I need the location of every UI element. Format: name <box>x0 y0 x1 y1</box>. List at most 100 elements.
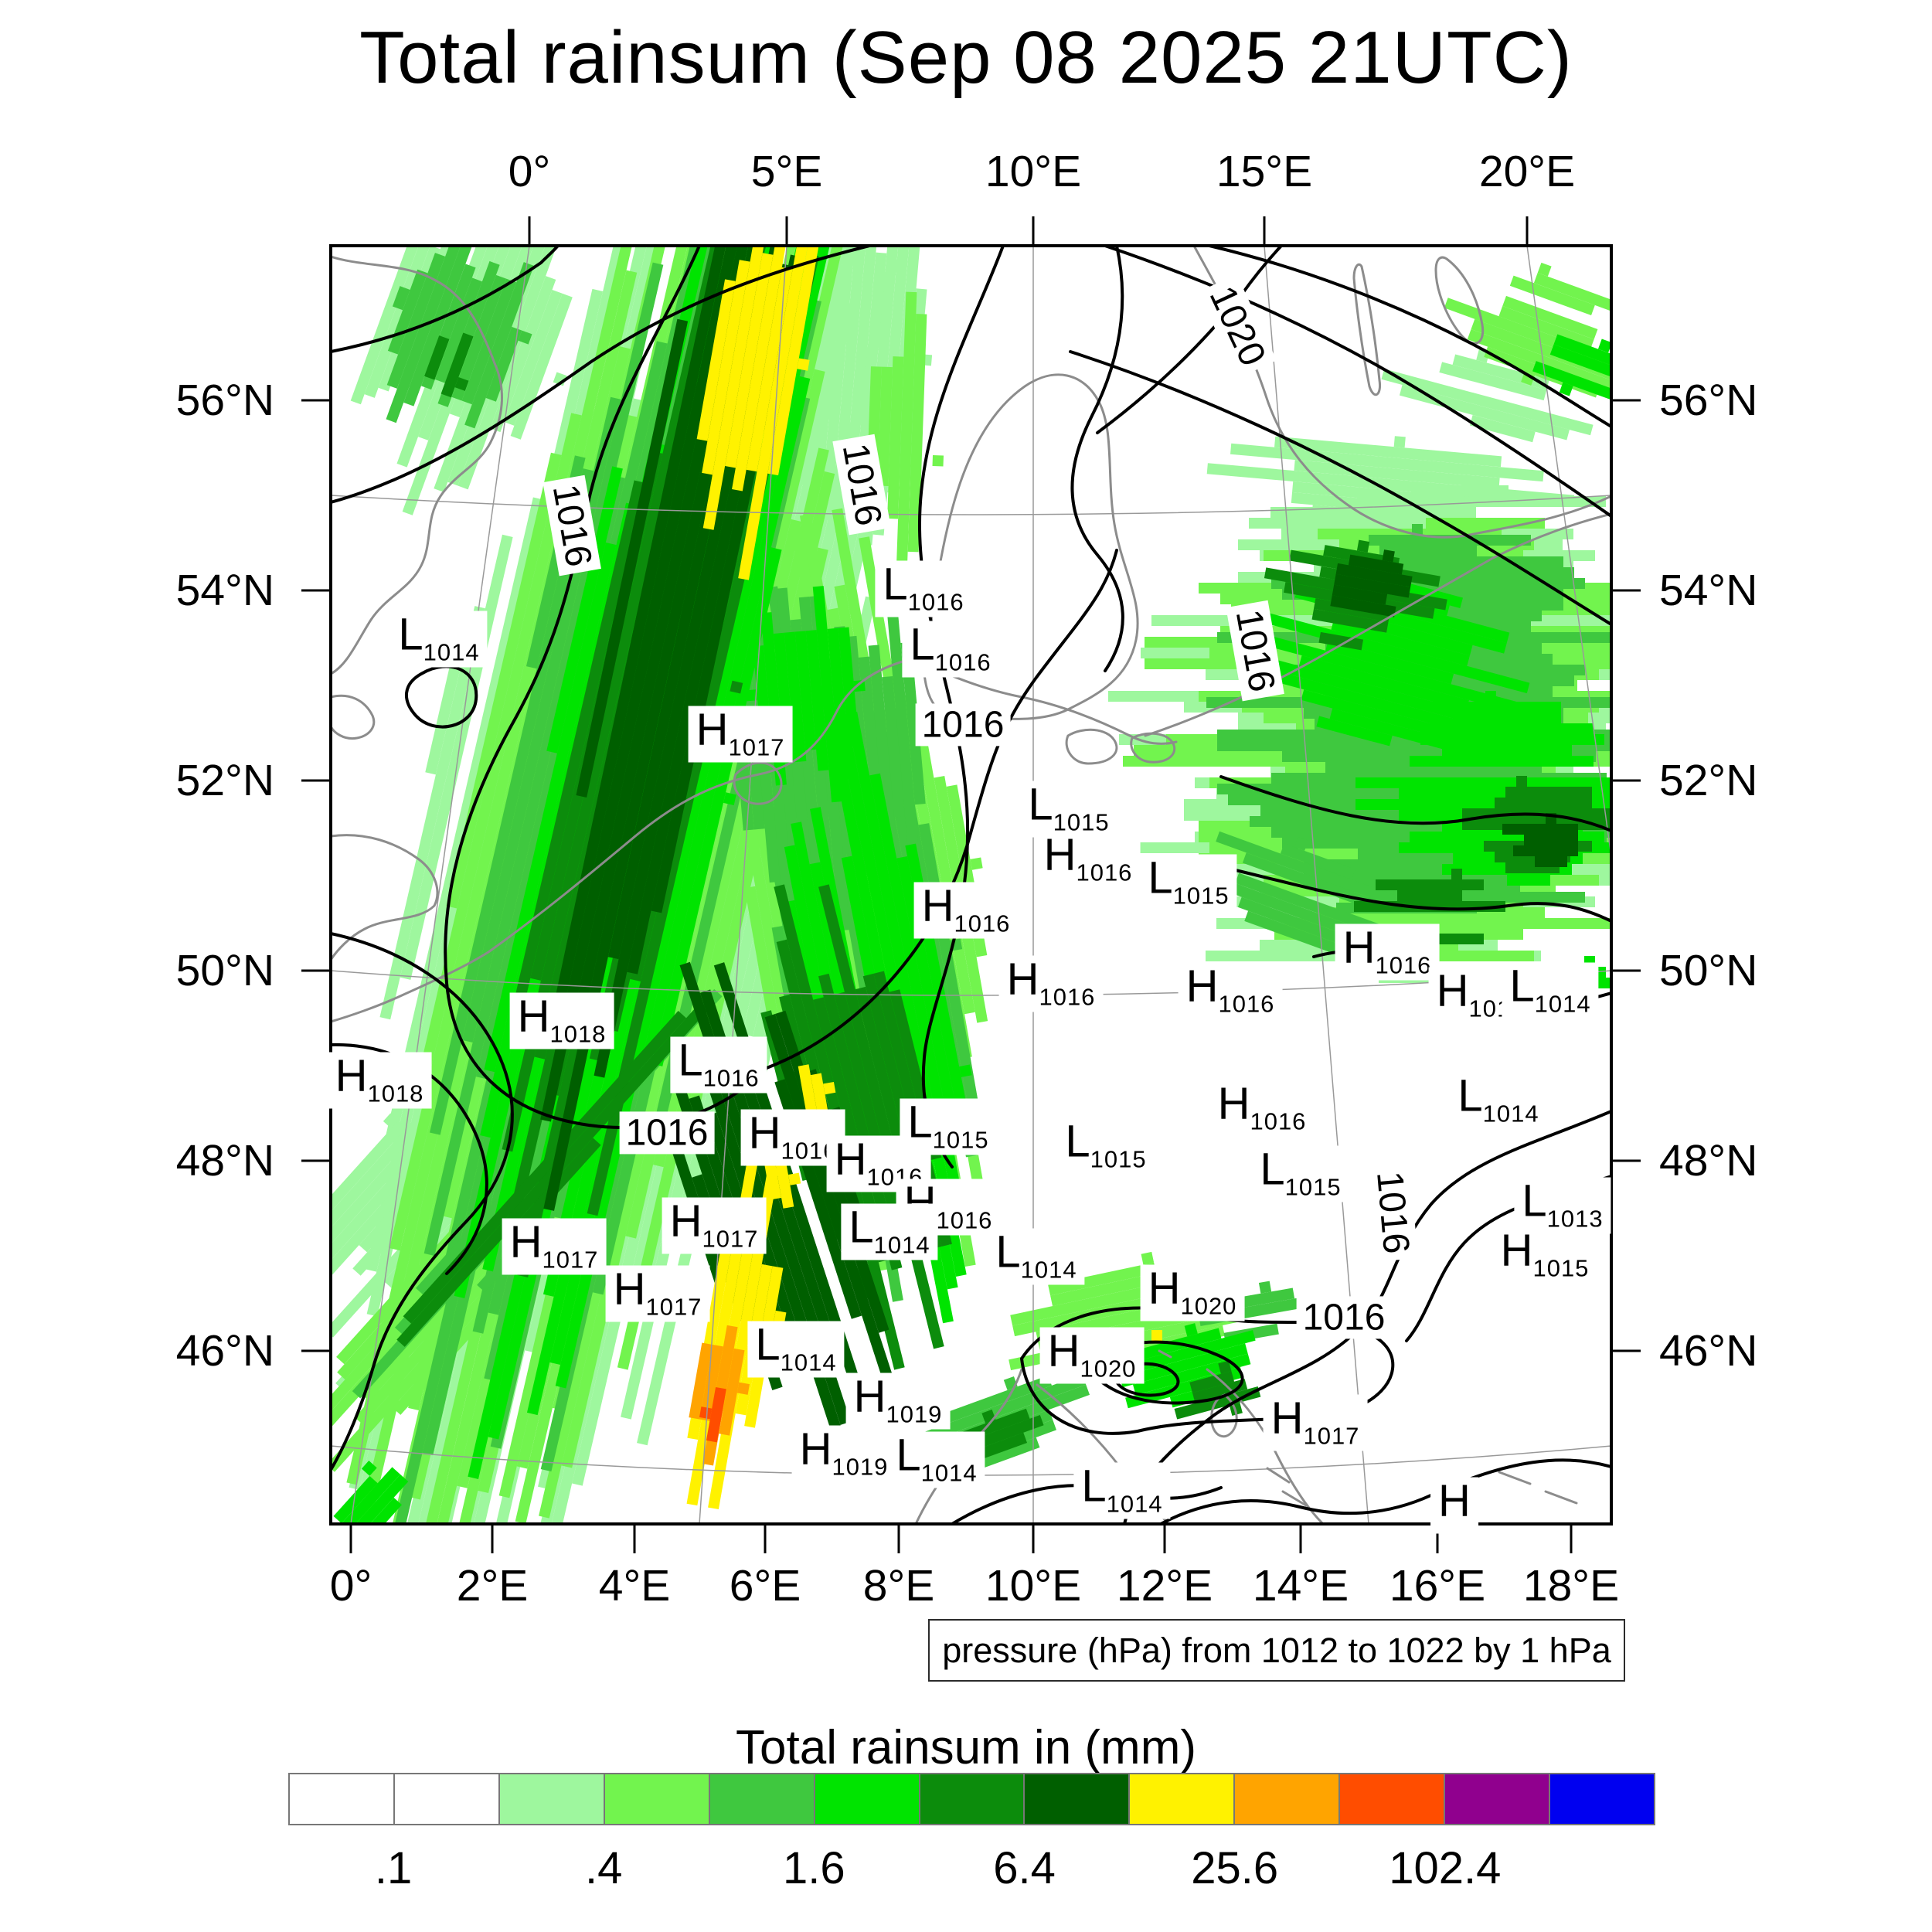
top-axis-label: 10°E <box>985 147 1082 196</box>
bottom-axis-label: 12°E <box>1116 1561 1213 1611</box>
low-pressure-label: L1015 <box>1020 781 1117 838</box>
legend-color-cell <box>290 1774 393 1824</box>
legend-color-cell <box>1549 1774 1654 1824</box>
rain-blob <box>386 246 534 429</box>
rain-blob <box>696 246 824 580</box>
high-pressure-label: H1017 <box>605 1265 710 1322</box>
low-pressure-label: L1014 <box>841 1203 938 1260</box>
low-pressure-label: L1014 <box>390 611 488 668</box>
low-pressure-label: L1014 <box>888 1431 985 1488</box>
high-pressure-label: H1016 <box>998 955 1104 1012</box>
rain-blob <box>1174 1360 1261 1420</box>
legend-color-cell <box>393 1774 498 1824</box>
high-pressure-label: H1015 <box>1492 1226 1597 1284</box>
low-pressure-label: L1015 <box>1252 1145 1349 1202</box>
rain-blob <box>1381 349 1594 443</box>
right-axis-label: 48°N <box>1659 1136 1758 1185</box>
rain-blob <box>1502 813 1578 867</box>
pressure-caption-box: pressure (hPa) from 1012 to 1022 by 1 hP… <box>928 1619 1625 1682</box>
low-pressure-label: L1015 <box>1140 854 1237 911</box>
left-axis-label: 48°N <box>175 1136 274 1185</box>
isobar-value-label: 1016 <box>1367 1163 1418 1262</box>
legend-color-cell <box>1233 1774 1339 1824</box>
legend-color-cell <box>1023 1774 1129 1824</box>
rain-blob <box>331 1461 409 1524</box>
left-axis-label: 52°N <box>175 756 274 805</box>
legend-threshold-label: 1.6 <box>783 1843 845 1893</box>
rain-blob <box>699 1386 726 1443</box>
axis-ticks <box>301 216 1641 1553</box>
low-pressure-label: L1013 <box>1514 1177 1611 1234</box>
legend-threshold-label: .1 <box>374 1843 413 1893</box>
rain-blob <box>1330 549 1413 617</box>
high-pressure-label: H1016 <box>1178 962 1283 1019</box>
isobar-value-label: 1016 <box>619 1111 715 1155</box>
legend-color-cell <box>1128 1774 1234 1824</box>
high-pressure-label: H1017 <box>688 706 793 763</box>
low-pressure-label: L1016 <box>902 621 999 678</box>
top-axis-label: 20°E <box>1478 147 1576 196</box>
map-frame <box>329 244 1613 1526</box>
left-axis-label: 46°N <box>175 1326 274 1376</box>
bottom-axis-label: 0° <box>329 1561 372 1611</box>
legend-title: Total rainsum in (mm) <box>736 1721 1196 1774</box>
isobar-value-label: 1016 <box>1296 1296 1392 1339</box>
high-pressure-label: H1020 <box>1039 1327 1145 1384</box>
legend-color-cell <box>813 1774 919 1824</box>
high-pressure-label: H1016 <box>1335 923 1440 981</box>
rainfall-raster-layer <box>331 246 1611 1524</box>
bottom-axis-label: 10°E <box>985 1561 1082 1611</box>
right-axis-label: 52°N <box>1659 756 1758 805</box>
high-pressure-label: H1018 <box>509 992 614 1049</box>
isobar-value-label: 1016 <box>915 703 1011 747</box>
rain-blob <box>1206 436 1575 538</box>
legend-color-cell <box>498 1774 604 1824</box>
top-axis-label: 5°E <box>750 147 823 196</box>
right-axis-label: 56°N <box>1659 376 1758 425</box>
legend-color-cell <box>1338 1774 1444 1824</box>
legend-colorbar <box>288 1773 1655 1825</box>
bottom-axis-label: 2°E <box>456 1561 529 1611</box>
bottom-axis-label: 14°E <box>1252 1561 1349 1611</box>
pressure-caption-text: pressure (hPa) from 1012 to 1022 by 1 hP… <box>942 1630 1611 1670</box>
left-axis-label: 54°N <box>175 566 274 615</box>
high-pressure-label: H1017 <box>1263 1394 1368 1451</box>
rain-blob <box>1151 1330 1162 1341</box>
bottom-axis-label: 16°E <box>1389 1561 1486 1611</box>
right-axis-label: 50°N <box>1659 946 1758 995</box>
legend-threshold-label: 102.4 <box>1389 1843 1502 1893</box>
low-pressure-label: L1016 <box>670 1036 767 1094</box>
high-pressure-label: H1016 <box>1209 1080 1315 1137</box>
low-pressure-label: L1015 <box>900 1098 997 1155</box>
high-pressure-label: H1017 <box>502 1218 607 1275</box>
legend-threshold-label: .4 <box>585 1843 623 1893</box>
legend-color-cell <box>708 1774 814 1824</box>
legend-threshold-label: 25.6 <box>1191 1843 1279 1893</box>
top-axis-label: 15°E <box>1216 147 1313 196</box>
high-pressure-label: H1016 <box>1036 831 1141 888</box>
left-axis-label: 56°N <box>175 376 274 425</box>
low-pressure-label: L1015 <box>1057 1117 1155 1175</box>
high-pressure-label: H1019 <box>845 1372 951 1430</box>
high-pressure-label: H1016 <box>913 882 1019 939</box>
high-pressure-label: H1020 <box>1140 1264 1245 1321</box>
low-pressure-label: L1014 <box>747 1321 845 1378</box>
right-axis-label: 54°N <box>1659 566 1758 615</box>
page-title: Total rainsum (Sep 08 2025 21UTC) <box>359 16 1573 99</box>
legend-color-cell <box>918 1774 1024 1824</box>
bottom-axis-label: 4°E <box>598 1561 671 1611</box>
low-pressure-label: L1014 <box>1073 1462 1171 1519</box>
high-pressure-label: H1019 <box>791 1425 896 1482</box>
low-pressure-label: L1016 <box>875 560 972 617</box>
rain-blob <box>424 332 474 398</box>
right-axis-label: 46°N <box>1659 1326 1758 1376</box>
high-pressure-label: H1018 <box>327 1052 432 1109</box>
bottom-axis-label: 6°E <box>729 1561 801 1611</box>
high-pressure-label: H1017 <box>662 1197 767 1254</box>
top-axis-label: 0° <box>508 147 551 196</box>
left-axis-label: 50°N <box>175 946 274 995</box>
low-pressure-label: L1014 <box>1450 1072 1547 1129</box>
legend-threshold-label: 6.4 <box>993 1843 1056 1893</box>
